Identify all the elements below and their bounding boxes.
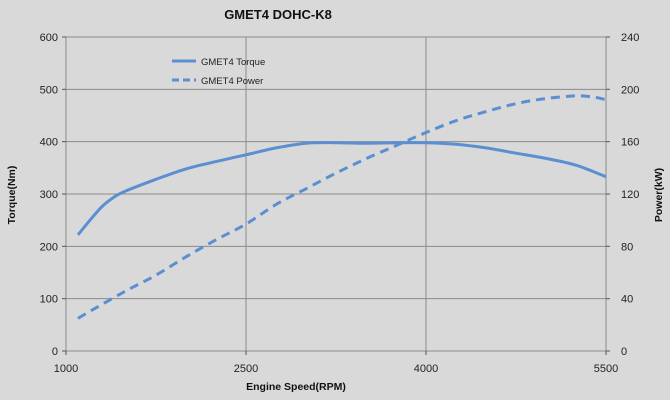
x-tick-label: 4000 — [414, 363, 438, 375]
power-series-line — [77, 94, 607, 320]
series-lines — [76, 94, 607, 320]
right-tick-label: 200 — [621, 84, 639, 96]
legend: GMET4 Torque GMET4 Power — [172, 57, 265, 87]
chart-title: GMET4 DOHC-K8 — [224, 7, 332, 22]
left-tick-label: 0 — [52, 346, 58, 358]
left-tick-label: 500 — [40, 84, 58, 96]
left-tick-label: 300 — [40, 189, 58, 201]
left-tick-label: 600 — [40, 32, 58, 44]
left-tick-label: 200 — [40, 241, 58, 253]
grid-lines — [66, 37, 606, 351]
right-tick-label: 240 — [621, 32, 639, 44]
x-tick-label: 2500 — [234, 363, 258, 375]
x-axis-ticks: 1000 2500 4000 5500 — [54, 351, 618, 375]
left-tick-label: 100 — [40, 294, 58, 306]
torque-series-line — [76, 141, 607, 236]
right-tick-label: 80 — [621, 241, 633, 253]
right-axis-label: Power(kW) — [653, 168, 665, 222]
right-tick-label: 160 — [621, 137, 639, 149]
right-tick-label: 0 — [621, 346, 627, 358]
x-tick-label: 1000 — [54, 363, 78, 375]
x-tick-label: 5500 — [594, 363, 618, 375]
left-axis-label: Torque(Nm) — [6, 166, 18, 225]
right-tick-label: 40 — [621, 294, 633, 306]
left-tick-label: 400 — [40, 137, 58, 149]
x-axis-label: Engine Speed(RPM) — [246, 381, 346, 393]
legend-label-power: GMET4 Power — [201, 76, 263, 87]
right-axis-ticks: 0 40 80 120 160 200 240 — [606, 32, 639, 358]
legend-label-torque: GMET4 Torque — [201, 57, 265, 68]
right-tick-label: 120 — [621, 189, 639, 201]
left-axis-ticks: 0 100 200 300 400 500 600 — [40, 32, 66, 358]
